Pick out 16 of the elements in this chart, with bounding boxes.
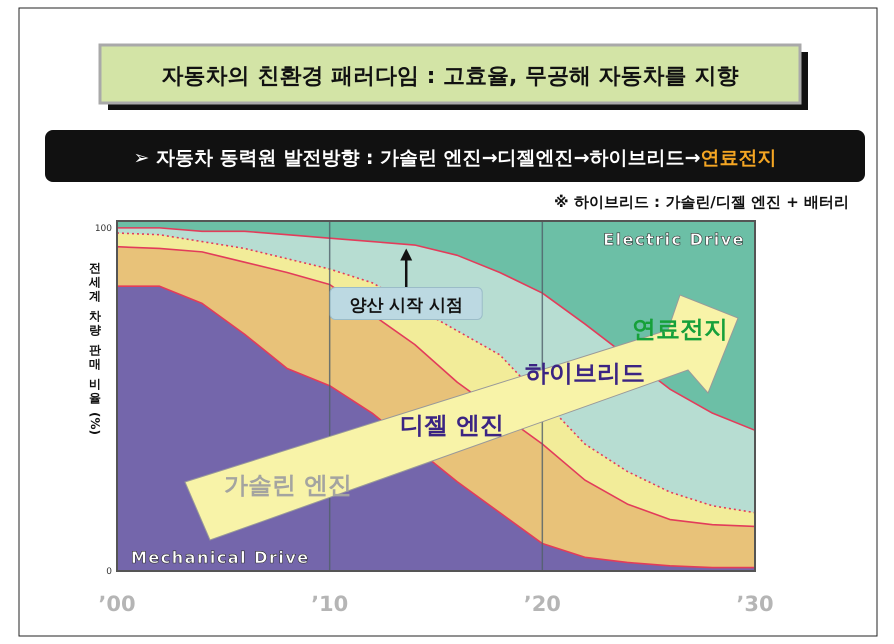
annotation: 하이브리드 <box>525 359 645 387</box>
x-tick-label: ’30 <box>736 592 774 616</box>
annotation: 디젤 엔진 <box>400 411 504 439</box>
text: ※ 하이브리드 : 가솔린/디젤 엔진 + 배터리 <box>554 193 849 211</box>
x-tick-label: ’00 <box>98 592 136 616</box>
x-tick-label: ’20 <box>524 592 561 616</box>
x-tick-label: ’10 <box>311 592 348 616</box>
series-label: Mechanical Drive <box>131 548 310 567</box>
annotation: 가솔린 엔진 <box>224 471 352 499</box>
chart-title: 자동차의 친환경 패러다임 : 고효율, 무공해 자동차를 지향 <box>162 64 738 89</box>
y-tick-label: 100 <box>94 224 112 234</box>
annotation: 양산 시작 시점 <box>349 295 464 316</box>
text: 전세계 차량 판매 비율 (%) <box>88 261 102 435</box>
chart-subtitle: ➢ 자동차 동력원 발전방향 : 가솔린 엔진→디젤엔진→하이브리드→연료전지 <box>134 147 776 169</box>
y-tick-label: 0 <box>106 567 112 577</box>
band-label: Electric Drive <box>603 230 745 249</box>
